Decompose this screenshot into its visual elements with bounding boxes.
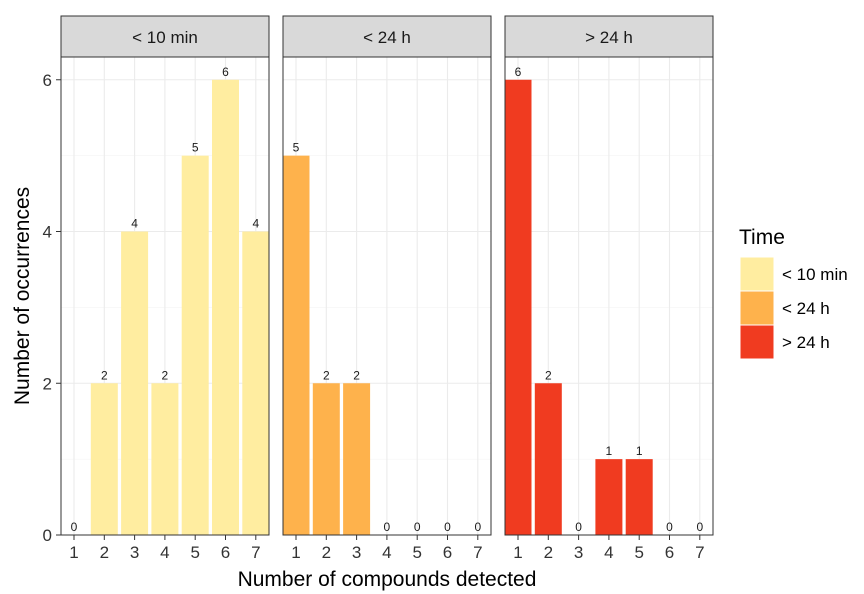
x-tick-label: 3	[130, 543, 139, 562]
bar-value-label: 0	[71, 520, 78, 534]
facet-panel: < 24 h 5 2 2 0 0 0 0 1 2 3 4 5 6 7	[282, 15, 492, 562]
legend-entry-label: < 10 min	[782, 265, 848, 284]
x-tick-label: 1	[513, 543, 522, 562]
y-tick-label: 6	[43, 71, 52, 90]
y-tick-label: 4	[43, 223, 52, 242]
facet-panel: > 24 h 6 2 0 1 1 0 0 1 2 3 4 5 6 7	[504, 15, 714, 562]
facet-panel: < 10 min 0 2 4 2 5 6 4 1 2 3 4 5 6 7	[60, 15, 270, 562]
bar	[242, 231, 270, 535]
facet-strip	[282, 15, 492, 58]
x-tick-label: 5	[634, 543, 643, 562]
bar-value-label: 1	[636, 444, 643, 458]
bar-value-label: 5	[293, 141, 300, 155]
bar-value-label: 1	[606, 444, 613, 458]
x-axis-title: Number of compounds detected	[238, 568, 537, 591]
y-axis: 0 2 4 6	[43, 71, 61, 545]
legend: Time < 10 min < 24 h > 24 h	[739, 226, 848, 360]
bar-value-label: 2	[101, 368, 108, 382]
x-tick-label: 6	[221, 543, 230, 562]
legend-entry-label: > 24 h	[782, 333, 830, 352]
bar	[90, 383, 118, 535]
bar-value-label: 4	[252, 217, 259, 231]
bar	[595, 459, 623, 535]
x-tick-label: 4	[160, 543, 169, 562]
bar-value-label: 4	[131, 217, 138, 231]
bar-value-label: 0	[696, 520, 703, 534]
facet-strip	[60, 15, 270, 58]
bar-value-label: 2	[545, 368, 552, 382]
bar-value-label: 6	[222, 65, 229, 79]
bar-value-label: 2	[162, 368, 169, 382]
x-tick-label: 3	[574, 543, 583, 562]
legend-swatch	[739, 324, 775, 360]
bar	[343, 383, 371, 535]
bar-value-label: 5	[192, 141, 199, 155]
facet-strip-label: < 24 h	[363, 28, 411, 47]
bar	[312, 383, 340, 535]
bar-value-label: 6	[515, 65, 522, 79]
bar-value-label: 0	[666, 520, 673, 534]
facet-panels: < 10 min 0 2 4 2 5 6 4 1 2 3 4 5 6 7 < 24 h 5 2 2 0 0 0 0 1 2 3 4 5…	[60, 15, 714, 562]
x-tick-label: 6	[665, 543, 674, 562]
bar	[181, 155, 209, 535]
bar-value-label: 0	[384, 520, 391, 534]
legend-swatch	[739, 256, 775, 292]
bar	[121, 231, 149, 535]
facet-strip	[504, 15, 714, 58]
x-tick-label: 7	[695, 543, 704, 562]
x-tick-label: 5	[412, 543, 421, 562]
x-tick-label: 4	[382, 543, 391, 562]
y-tick-label: 0	[43, 526, 52, 545]
bar-value-label: 0	[575, 520, 582, 534]
facet-strip-label: < 10 min	[132, 28, 198, 47]
bar	[212, 79, 239, 535]
legend-title: Time	[739, 226, 785, 249]
x-tick-label: 2	[100, 543, 109, 562]
bar	[504, 79, 532, 535]
x-tick-label: 3	[352, 543, 361, 562]
bar-value-label: 0	[414, 520, 421, 534]
facet-strip-label: > 24 h	[585, 28, 633, 47]
x-tick-label: 7	[251, 543, 260, 562]
x-tick-label: 4	[604, 543, 613, 562]
x-tick-label: 1	[69, 543, 78, 562]
x-tick-label: 1	[291, 543, 300, 562]
bar-value-label: 0	[474, 520, 481, 534]
y-tick-label: 2	[43, 374, 52, 393]
x-tick-label: 7	[473, 543, 482, 562]
bar-value-label: 0	[444, 520, 451, 534]
legend-swatch	[739, 290, 775, 326]
bar	[151, 383, 179, 535]
x-tick-label: 6	[443, 543, 452, 562]
bar	[625, 459, 653, 535]
x-tick-label: 2	[322, 543, 331, 562]
y-axis-title: Number of occurrences	[11, 187, 34, 405]
x-tick-label: 5	[190, 543, 199, 562]
legend-entry-label: < 24 h	[782, 299, 830, 318]
x-tick-label: 2	[544, 543, 553, 562]
bar-value-label: 2	[353, 368, 360, 382]
bar-value-label: 2	[323, 368, 330, 382]
bar	[282, 155, 310, 535]
bar	[534, 383, 562, 535]
